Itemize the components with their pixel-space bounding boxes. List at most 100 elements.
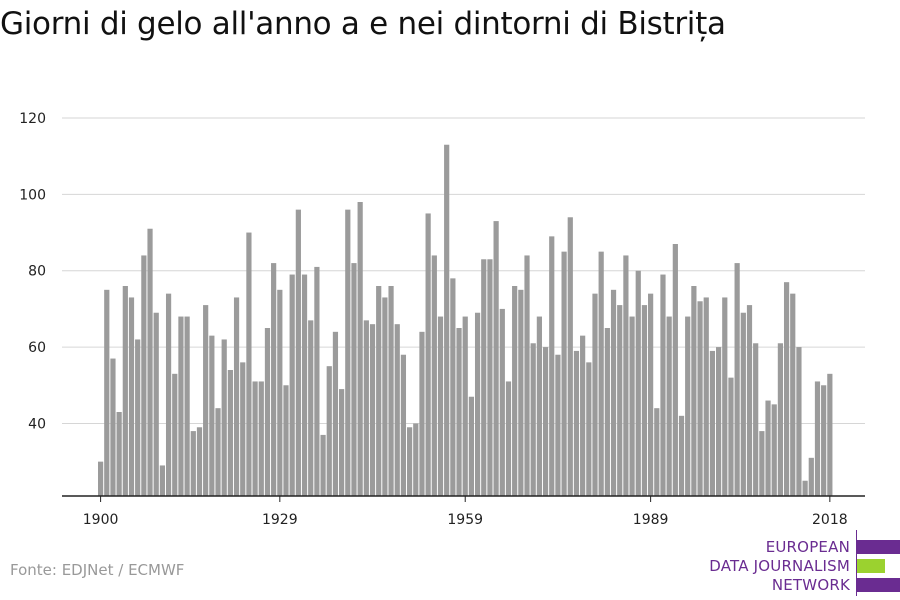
bar-1973 bbox=[549, 236, 555, 497]
bar-1996 bbox=[691, 286, 697, 496]
bar-2015 bbox=[808, 457, 814, 496]
bar-1902 bbox=[110, 358, 116, 496]
x-axis-ticks: 1900 1929 1959 1989 2018 bbox=[83, 496, 848, 528]
x-tick-label: 1959 bbox=[447, 512, 483, 528]
bar-2003 bbox=[734, 263, 740, 496]
bar-1962 bbox=[481, 259, 487, 496]
y-axis-ticks: 40 60 80 100 120 bbox=[19, 111, 46, 432]
bar-1983 bbox=[610, 289, 617, 496]
y-tick-label: 100 bbox=[19, 187, 46, 203]
bar-1947 bbox=[388, 286, 394, 496]
bar-2013 bbox=[796, 347, 802, 496]
bar-2008 bbox=[765, 400, 771, 496]
bar-1955 bbox=[437, 316, 444, 496]
logo-bar-purple-top bbox=[857, 540, 900, 554]
bar-1998 bbox=[703, 297, 709, 496]
bar-1995 bbox=[685, 316, 691, 496]
bar-2005 bbox=[746, 305, 753, 496]
bar-1971 bbox=[536, 316, 542, 496]
bar-1916 bbox=[196, 427, 203, 496]
bar-2009 bbox=[771, 404, 777, 496]
logo-line-3: NETWORK bbox=[771, 576, 850, 594]
bar-1940 bbox=[345, 209, 351, 496]
bar-1942 bbox=[357, 202, 363, 496]
bar-1999 bbox=[709, 350, 716, 496]
bar-1969 bbox=[524, 255, 530, 496]
bar-1972 bbox=[542, 347, 549, 496]
bar-1950 bbox=[407, 427, 413, 496]
bar-1911 bbox=[165, 293, 172, 496]
bar-2000 bbox=[716, 347, 722, 496]
bar-1965 bbox=[499, 308, 505, 496]
bar-1945 bbox=[376, 286, 382, 496]
bar-1997 bbox=[697, 301, 703, 496]
bar-1921 bbox=[227, 370, 233, 496]
bar-1960 bbox=[468, 396, 474, 496]
bar-1963 bbox=[487, 259, 493, 496]
bar-1900 bbox=[98, 461, 104, 496]
bar-2016 bbox=[814, 381, 821, 496]
bar-1951 bbox=[413, 423, 419, 496]
bar-1986 bbox=[629, 316, 635, 496]
logo-bar-green bbox=[857, 559, 885, 573]
bar-1958 bbox=[456, 328, 462, 496]
bar-1931 bbox=[289, 274, 295, 496]
bar-1918 bbox=[209, 335, 215, 496]
bar-2004 bbox=[740, 312, 746, 496]
bar-1956 bbox=[444, 144, 450, 497]
chart-title: Giorni di gelo all'anno a e nei dintorni… bbox=[0, 6, 726, 42]
bar-1952 bbox=[419, 331, 425, 496]
bar-1937 bbox=[326, 366, 332, 496]
logo-line-2: DATA JOURNALISM bbox=[709, 557, 850, 575]
bar-1948 bbox=[394, 324, 400, 496]
bar-1977 bbox=[573, 350, 580, 496]
bar-1936 bbox=[320, 434, 326, 496]
bar-1980 bbox=[592, 293, 598, 496]
bar-1927 bbox=[264, 328, 271, 496]
bar-1982 bbox=[604, 328, 610, 496]
bar-1991 bbox=[660, 274, 666, 496]
bar-1907 bbox=[141, 255, 147, 496]
bar-1922 bbox=[233, 297, 240, 496]
x-tick-label: 1900 bbox=[83, 512, 119, 528]
bar-1941 bbox=[351, 263, 357, 496]
bar-1988 bbox=[641, 305, 648, 496]
bar-2007 bbox=[759, 431, 765, 496]
bar-1933 bbox=[301, 274, 308, 496]
y-tick-label: 120 bbox=[19, 111, 46, 127]
bar-1905 bbox=[128, 297, 135, 496]
bar-1954 bbox=[431, 255, 437, 496]
bar-1984 bbox=[617, 305, 623, 496]
logo-divider bbox=[856, 530, 857, 596]
bar-1944 bbox=[369, 324, 376, 496]
bar-2011 bbox=[783, 282, 790, 496]
bar-1930 bbox=[283, 385, 289, 496]
y-tick-label: 60 bbox=[28, 340, 46, 356]
bars bbox=[98, 144, 833, 497]
bar-1974 bbox=[555, 354, 561, 496]
bar-2010 bbox=[777, 343, 783, 496]
bar-1920 bbox=[221, 339, 227, 496]
x-tick-label: 2018 bbox=[812, 512, 848, 528]
bar-1981 bbox=[598, 251, 604, 496]
bar-1939 bbox=[339, 389, 345, 496]
bar-2017 bbox=[821, 385, 827, 496]
bar-1906 bbox=[135, 339, 141, 496]
bar-1979 bbox=[586, 362, 592, 496]
bar-1934 bbox=[308, 320, 314, 496]
edjnet-logo: EUROPEAN DATA JOURNALISM NETWORK bbox=[700, 530, 900, 596]
bar-2001 bbox=[722, 297, 728, 496]
y-tick-label: 40 bbox=[28, 416, 46, 432]
bar-1964 bbox=[493, 221, 499, 496]
bar-1926 bbox=[258, 381, 264, 496]
x-tick-label: 1929 bbox=[262, 512, 298, 528]
bar-1904 bbox=[122, 286, 128, 496]
bar-1917 bbox=[203, 305, 209, 496]
bar-1961 bbox=[474, 312, 481, 496]
bar-1967 bbox=[512, 286, 518, 496]
bar-2002 bbox=[728, 377, 734, 496]
bar-1985 bbox=[623, 255, 629, 496]
bar-chart: 1900 1929 1959 1989 2018 40 60 80 100 120 bbox=[19, 111, 865, 528]
bar-1994 bbox=[678, 415, 685, 496]
bar-1959 bbox=[462, 316, 468, 496]
